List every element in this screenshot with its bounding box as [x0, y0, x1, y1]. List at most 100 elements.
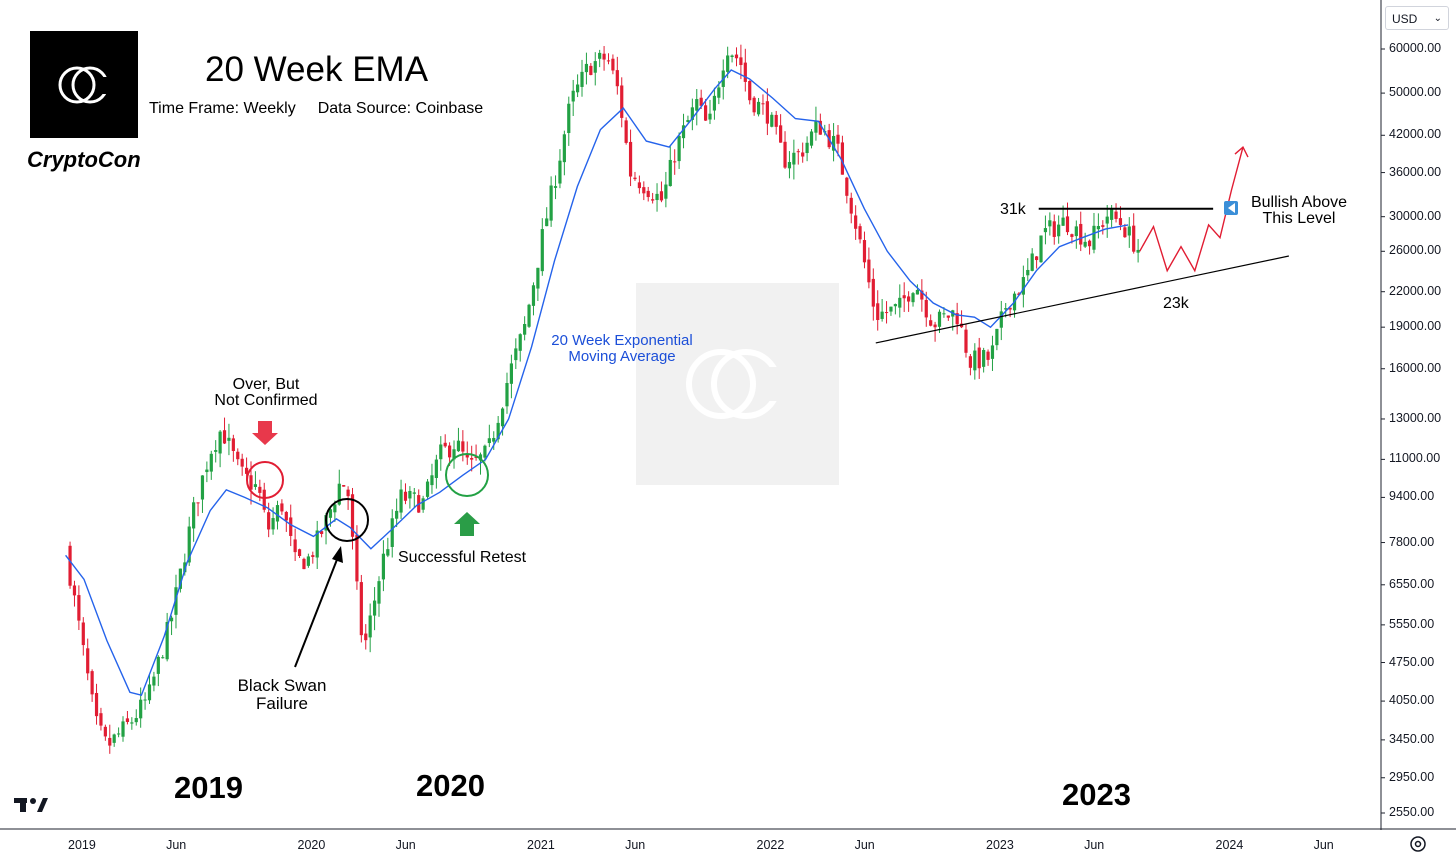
- candle-body: [152, 676, 156, 686]
- candle-body: [222, 430, 227, 444]
- candle-body: [884, 312, 889, 314]
- candlestick-series: [68, 44, 1140, 754]
- candle-body: [514, 348, 518, 361]
- y-tick-label: 50000.00: [1389, 85, 1442, 100]
- year-label-2019: 2019: [174, 770, 243, 805]
- annotation-successful-retest: Successful Retest: [398, 549, 527, 566]
- candle-body: [448, 445, 452, 458]
- candle-body: [161, 657, 165, 659]
- black-swan-circle: [325, 498, 369, 542]
- candle-body: [1118, 218, 1123, 225]
- candle-body: [258, 486, 262, 493]
- candle-body: [633, 177, 637, 180]
- candle-body: [496, 422, 500, 440]
- y-tick-label: 26000.00: [1389, 243, 1442, 258]
- x-tick-label: 2023: [986, 838, 1014, 852]
- candle-body: [708, 113, 712, 120]
- candle-body: [178, 568, 182, 589]
- candle-body: [1070, 234, 1074, 237]
- candle-body: [523, 323, 527, 335]
- green-up-arrow-icon: [454, 512, 480, 536]
- candle-body: [831, 135, 836, 151]
- candle-body: [986, 351, 990, 360]
- candle-body: [1043, 228, 1048, 233]
- year-label-2023: 2023: [1062, 777, 1131, 812]
- candle-body: [571, 90, 575, 102]
- currency-select[interactable]: USD ⌄: [1385, 6, 1449, 30]
- tradingview-logo-icon[interactable]: [14, 795, 48, 820]
- candle-body: [995, 328, 999, 346]
- candle-body: [536, 267, 540, 289]
- time-frame-label: Time Frame: Weekly: [149, 100, 296, 117]
- candle-body: [787, 162, 792, 169]
- candle-body: [836, 134, 840, 144]
- candle-body: [933, 324, 937, 328]
- candle-body: [664, 184, 668, 199]
- candle-body: [646, 190, 650, 198]
- candle-body: [381, 553, 386, 580]
- candle-body: [606, 60, 611, 62]
- candle-body: [527, 304, 531, 327]
- candle-body: [681, 125, 686, 139]
- candle-body: [403, 491, 408, 501]
- candle-body: [134, 718, 138, 723]
- candle-body: [695, 99, 699, 111]
- x-tick-label: Jun: [1313, 838, 1334, 852]
- candle-body: [253, 484, 258, 487]
- x-tick-label: Jun: [854, 838, 875, 852]
- candle-body: [1026, 269, 1030, 276]
- x-tick-label: 2019: [68, 838, 96, 852]
- candle-body: [280, 503, 284, 512]
- candle-body: [598, 52, 602, 59]
- candle-body: [390, 518, 394, 547]
- candle-body: [840, 142, 845, 175]
- candle-body: [1114, 211, 1118, 219]
- candle-body: [1004, 308, 1008, 310]
- y-tick-label: 6550.00: [1389, 576, 1435, 591]
- over-not-confirmed-circle: [246, 461, 284, 499]
- candle-body: [748, 80, 752, 101]
- candle-body: [271, 518, 275, 530]
- y-tick-label: 2550.00: [1389, 805, 1435, 819]
- candle-body: [699, 97, 703, 106]
- candle-body: [200, 475, 205, 500]
- candle-body: [576, 84, 580, 93]
- x-tick-label: 2021: [527, 838, 555, 852]
- black-swan-pointer-line: [294, 556, 339, 668]
- candle-body: [227, 437, 231, 441]
- candle-body: [743, 62, 747, 82]
- candle-body: [297, 549, 302, 557]
- y-axis-ticks: [1381, 48, 1385, 814]
- support-trendline-23k: [875, 255, 1289, 344]
- candle-body: [86, 648, 90, 674]
- candle-body: [929, 320, 933, 326]
- chevron-down-icon: ⌄: [1433, 13, 1442, 24]
- candle-body: [346, 489, 350, 497]
- candle-body: [209, 453, 213, 472]
- candle-body: [964, 329, 968, 353]
- candle-body: [659, 191, 664, 201]
- candle-body: [267, 512, 271, 530]
- candle-body: [1110, 208, 1114, 220]
- candle-body: [593, 61, 597, 73]
- candle-body: [443, 442, 447, 447]
- candle-body: [867, 259, 871, 283]
- candle-body: [589, 65, 593, 75]
- candle-body: [156, 656, 160, 674]
- projection-arrowhead: [1234, 145, 1249, 158]
- candle-body: [580, 71, 584, 87]
- candle-body: [509, 363, 513, 384]
- candle-body: [1123, 227, 1127, 238]
- candle-body: [584, 63, 589, 73]
- candle-body: [500, 408, 505, 427]
- annotation-bullish: Bullish Above This Level: [1250, 194, 1348, 227]
- successful-retest-circle: [445, 453, 489, 497]
- settings-gear-icon[interactable]: [1408, 834, 1428, 854]
- candle-body: [90, 671, 94, 695]
- candle-body: [902, 295, 906, 299]
- candle-body: [439, 444, 443, 460]
- candle-body: [487, 438, 491, 444]
- support-label-23k: 23k: [1163, 295, 1189, 312]
- candle-body: [968, 356, 972, 368]
